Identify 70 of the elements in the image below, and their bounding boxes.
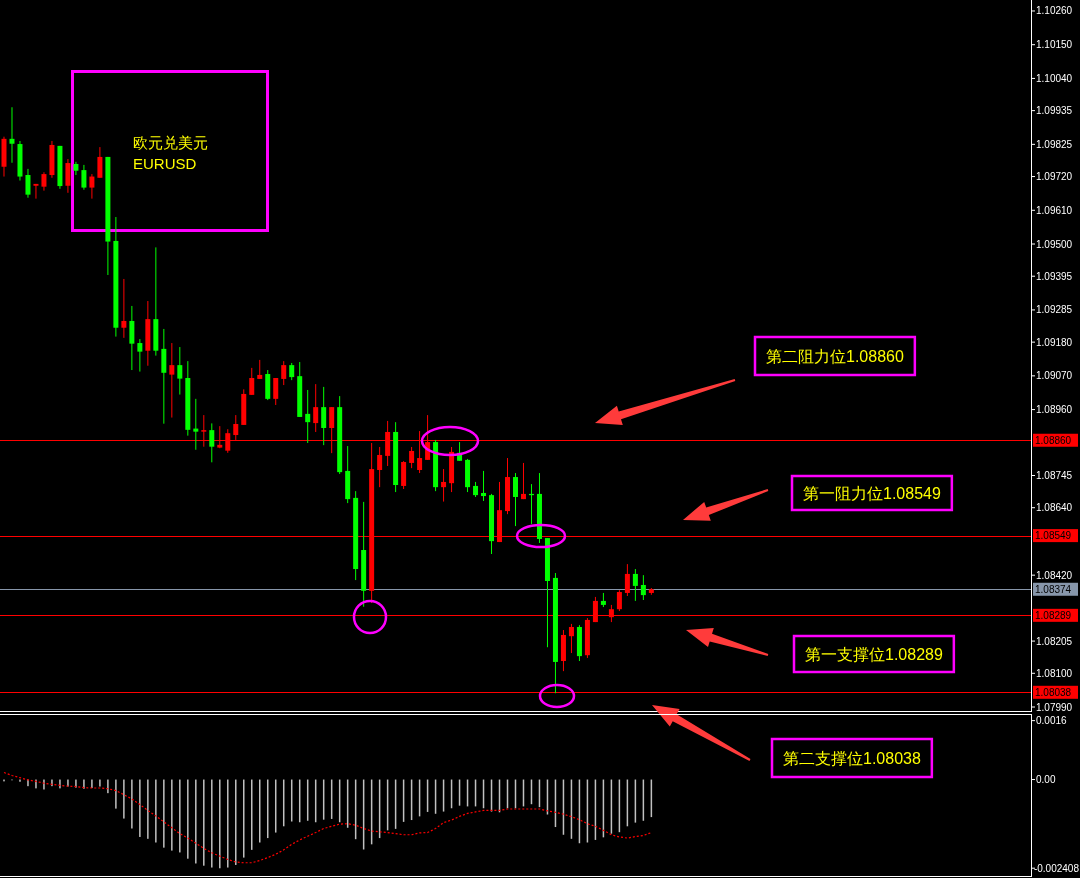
y-tick-label: 1.09935 bbox=[1036, 105, 1073, 117]
candlestick bbox=[97, 146, 103, 179]
candlestick bbox=[137, 338, 143, 373]
candlestick bbox=[520, 462, 526, 500]
y-tick-label: 0.0016 bbox=[1036, 715, 1068, 727]
y-tick-label: 1.08640 bbox=[1036, 502, 1073, 514]
candlestick bbox=[441, 468, 447, 503]
ref-line-label: 1.08860 bbox=[1035, 434, 1072, 446]
y-tick-label: 1.09500 bbox=[1036, 238, 1073, 250]
ref-line-label: 1.08549 bbox=[1035, 530, 1072, 542]
annotation: 第二阻力位1.08860 bbox=[766, 347, 904, 365]
candlestick bbox=[89, 173, 95, 200]
candlestick bbox=[481, 470, 487, 502]
candlestick bbox=[568, 623, 574, 654]
candlestick bbox=[73, 161, 79, 176]
y-tick-label: 1.09070 bbox=[1036, 370, 1073, 382]
annotation: 第一支撑位1.08289 bbox=[805, 645, 943, 663]
candlestick bbox=[321, 386, 327, 446]
text: 欧元兑美元 bbox=[133, 134, 208, 151]
candlestick bbox=[129, 305, 135, 371]
candlestick bbox=[632, 568, 638, 602]
candlestick bbox=[41, 171, 47, 192]
y-tick-label: 1.10260 bbox=[1036, 5, 1073, 17]
y-tick-label: 1.09180 bbox=[1036, 336, 1073, 348]
candlestick bbox=[209, 422, 215, 463]
y-tick-label: 1.08420 bbox=[1036, 569, 1073, 581]
y-tick-label: 1.07990 bbox=[1036, 701, 1073, 713]
candlestick bbox=[257, 359, 263, 380]
candlestick bbox=[401, 460, 407, 490]
candlestick bbox=[616, 589, 622, 612]
y-tick-label: 1.09285 bbox=[1036, 304, 1073, 316]
candlestick bbox=[624, 563, 630, 597]
y-tick-label: 1.08205 bbox=[1036, 635, 1073, 647]
candlestick bbox=[409, 446, 415, 469]
candlestick bbox=[313, 383, 319, 433]
candlestick bbox=[33, 183, 39, 200]
y-tick-label: 0.00 bbox=[1036, 774, 1056, 786]
candlestick bbox=[9, 106, 15, 164]
candlestick bbox=[193, 398, 199, 451]
candlestick bbox=[281, 360, 287, 386]
candlestick bbox=[121, 278, 127, 339]
y-tick-label: 1.10040 bbox=[1036, 72, 1073, 84]
ref-line-label: 1.08289 bbox=[1035, 609, 1072, 621]
candlestick bbox=[169, 342, 175, 419]
annotation: 第二支撑位1.08038 bbox=[783, 749, 921, 767]
y-tick-label: 1.09610 bbox=[1036, 204, 1073, 216]
candlestick bbox=[273, 377, 279, 406]
y-tick-label: 1.08100 bbox=[1036, 667, 1073, 679]
candlestick bbox=[513, 472, 518, 527]
candlestick bbox=[25, 168, 31, 199]
candlestick bbox=[81, 164, 87, 191]
text: EURUSD bbox=[133, 155, 197, 172]
candlestick bbox=[161, 328, 167, 425]
y-tick-label: 1.09395 bbox=[1036, 270, 1073, 282]
y-tick-label: 1.10150 bbox=[1036, 39, 1073, 51]
ref-line-label: 1.08038 bbox=[1035, 686, 1072, 698]
candlestick bbox=[377, 446, 383, 488]
y-tick-label: 1.09825 bbox=[1036, 138, 1073, 150]
candlestick bbox=[640, 574, 646, 601]
candlestick bbox=[249, 367, 255, 396]
y-tick-label: 1.09720 bbox=[1036, 171, 1073, 183]
annotation: 第一阻力位1.08549 bbox=[803, 484, 941, 502]
candlestick bbox=[65, 158, 71, 194]
y-tick-label: 1.08960 bbox=[1036, 404, 1073, 416]
y-tick-label: 1.08745 bbox=[1036, 470, 1073, 482]
line-series bbox=[3, 771, 652, 864]
candlestick bbox=[177, 346, 183, 396]
candlestick bbox=[305, 389, 311, 444]
y-tick-label: -0.002408 bbox=[1033, 862, 1080, 874]
ref-line-label: 1.08374 bbox=[1035, 583, 1072, 595]
